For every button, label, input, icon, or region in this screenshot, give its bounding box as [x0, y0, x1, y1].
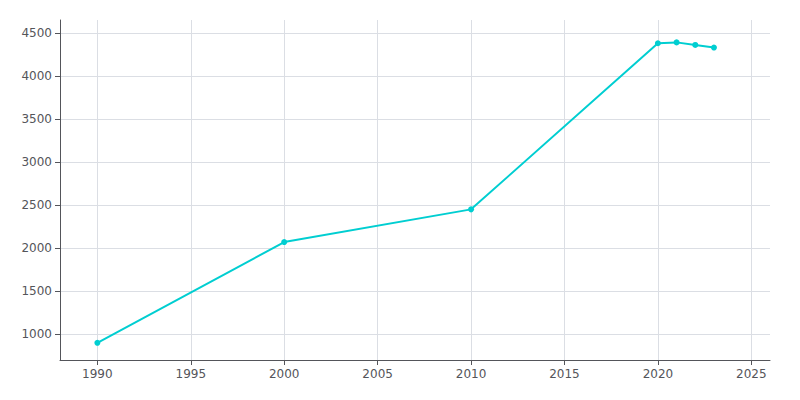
svg-text:2000: 2000 [21, 241, 52, 255]
svg-text:3500: 3500 [21, 112, 52, 126]
svg-text:1500: 1500 [21, 284, 52, 298]
svg-text:1990: 1990 [82, 367, 113, 381]
svg-text:3000: 3000 [21, 155, 52, 169]
svg-text:4000: 4000 [21, 69, 52, 83]
svg-text:2025: 2025 [736, 367, 767, 381]
svg-text:2000: 2000 [269, 367, 300, 381]
svg-text:2015: 2015 [549, 367, 580, 381]
svg-text:2020: 2020 [643, 367, 674, 381]
svg-text:2500: 2500 [21, 198, 52, 212]
svg-text:1995: 1995 [176, 367, 207, 381]
svg-text:1000: 1000 [21, 327, 52, 341]
svg-text:4500: 4500 [21, 26, 52, 40]
svg-text:2005: 2005 [362, 367, 393, 381]
svg-text:2010: 2010 [456, 367, 487, 381]
